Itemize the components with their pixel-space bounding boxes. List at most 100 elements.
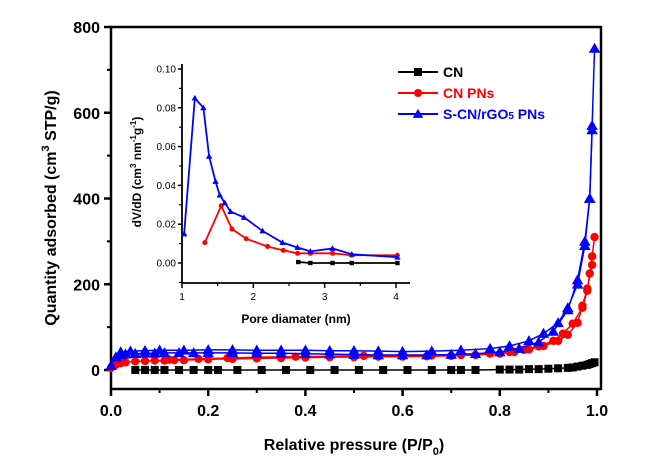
inset-data-point <box>308 260 313 266</box>
inset-data-point <box>240 214 248 220</box>
iy-s1: 3 <box>129 163 138 168</box>
data-point <box>503 340 516 351</box>
data-point <box>568 319 577 328</box>
legend-label-sub: 5 <box>508 111 514 122</box>
y-tick-label: 400 <box>73 192 100 209</box>
data-point <box>471 366 480 374</box>
data-point <box>281 366 290 374</box>
data-point <box>173 347 185 358</box>
inset-data-point <box>349 260 354 266</box>
inset-series-line <box>298 261 398 264</box>
inset-data-point <box>307 248 314 254</box>
data-point <box>179 355 189 365</box>
legend-item: CN PNs <box>398 85 495 101</box>
data-point <box>534 365 543 374</box>
data-point <box>150 366 159 374</box>
series-line <box>120 48 596 353</box>
data-point <box>587 252 597 261</box>
inset-data-point <box>180 230 188 237</box>
data-point <box>158 347 171 358</box>
data-point <box>226 344 239 355</box>
data-point <box>121 358 130 367</box>
data-point <box>291 352 300 361</box>
data-point <box>165 355 174 364</box>
data-point <box>354 366 363 374</box>
data-point <box>549 336 558 346</box>
data-point <box>189 366 198 374</box>
data-point <box>114 346 127 357</box>
data-point <box>251 344 263 355</box>
data-point <box>524 365 533 374</box>
data-point <box>131 366 140 374</box>
data-point <box>372 345 385 356</box>
data-point <box>153 344 166 355</box>
inset-axis-ticks: 0.00 0.02 0.04 0.06 0.08 0.10 1 2 3 4 <box>157 64 410 303</box>
data-point <box>578 303 587 313</box>
y-tick-label: 600 <box>73 106 100 123</box>
data-point <box>583 192 596 203</box>
x-tick-label: 0.4 <box>294 403 316 420</box>
legend-item: CN <box>398 64 463 80</box>
data-point <box>129 347 142 359</box>
y-title-post: STP/g) <box>43 90 60 145</box>
y-title-sup: 3 <box>40 145 52 151</box>
legend-label: CN <box>443 64 463 80</box>
inset-data-point <box>265 244 271 250</box>
iy-s2: -1 <box>129 135 138 143</box>
main-plot-frame <box>109 25 603 391</box>
inset-data-point <box>348 251 355 257</box>
data-point <box>139 344 151 356</box>
data-point <box>590 232 599 242</box>
inset-data-point <box>329 245 336 251</box>
data-point <box>583 286 592 295</box>
data-point <box>544 364 553 373</box>
inset-x-tick-label: 4 <box>393 292 399 303</box>
y-title-pre: Quantity adsorbed (cm <box>43 151 60 325</box>
iy-d: ) <box>130 117 144 121</box>
legend-label-part: S-CN/rGO <box>443 106 508 122</box>
inset-data-point <box>229 226 235 232</box>
data-point <box>515 365 524 374</box>
inset-y-tick-label: 0.02 <box>157 220 177 231</box>
main-series-group <box>105 42 601 374</box>
data-point <box>537 327 550 338</box>
data-point <box>585 269 594 278</box>
data-point <box>213 366 222 374</box>
inset-data-point <box>280 247 286 253</box>
data-point <box>455 344 467 355</box>
data-point <box>445 348 457 359</box>
x-tick-label: 0.0 <box>100 403 122 420</box>
data-point <box>573 362 582 371</box>
data-point <box>141 366 150 374</box>
series-cn <box>131 358 599 374</box>
data-point <box>426 345 438 356</box>
inset-data-point <box>227 208 234 215</box>
inset-data-point <box>295 250 301 256</box>
legend-label: CN PNs <box>443 85 495 101</box>
data-point <box>348 344 360 356</box>
data-point <box>505 365 514 374</box>
inset-data-point <box>259 227 266 234</box>
data-point <box>495 365 504 374</box>
data-point <box>588 42 601 53</box>
iy-c: g <box>130 128 144 135</box>
data-point <box>571 278 584 289</box>
inset-y-tick-label: 0.08 <box>157 103 177 114</box>
iy-a: dV/dD (cm <box>130 168 144 227</box>
data-point <box>140 356 150 366</box>
x-title-sub: 0 <box>433 446 439 458</box>
data-point <box>558 329 568 338</box>
inset-data-point <box>330 260 335 266</box>
data-point <box>586 119 598 130</box>
data-point <box>523 335 535 346</box>
data-point <box>359 351 368 361</box>
y-tick-label: 0 <box>91 363 100 380</box>
data-point <box>403 366 412 374</box>
inset-data-point <box>296 259 301 265</box>
data-point <box>554 364 563 373</box>
inset-data-point <box>279 239 286 246</box>
x-title-main: Relative pressure (P/P <box>264 437 433 454</box>
data-point <box>323 344 336 356</box>
data-point <box>306 366 315 374</box>
inset-y-tick-label: 0.00 <box>157 259 177 270</box>
